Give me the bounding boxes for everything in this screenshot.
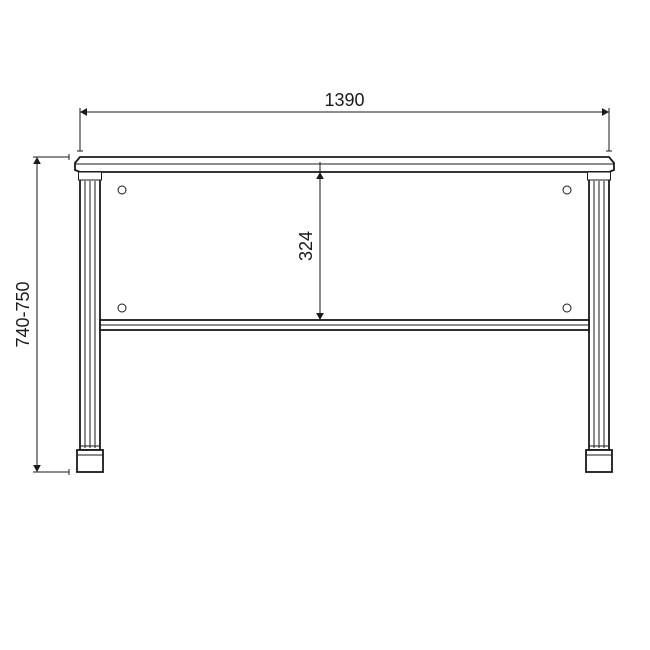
table-foot xyxy=(77,450,103,472)
table-foot xyxy=(586,450,612,472)
dim-panel-label: 324 xyxy=(296,231,316,261)
dim-height-label: 740-750 xyxy=(13,281,33,347)
dim-width-label: 1390 xyxy=(324,90,364,110)
bolt-head xyxy=(563,186,571,194)
bolt-head xyxy=(118,304,126,312)
bolt-head xyxy=(118,186,126,194)
technical-drawing: 1390 740-750 324 xyxy=(0,0,650,650)
bolt-head xyxy=(563,304,571,312)
